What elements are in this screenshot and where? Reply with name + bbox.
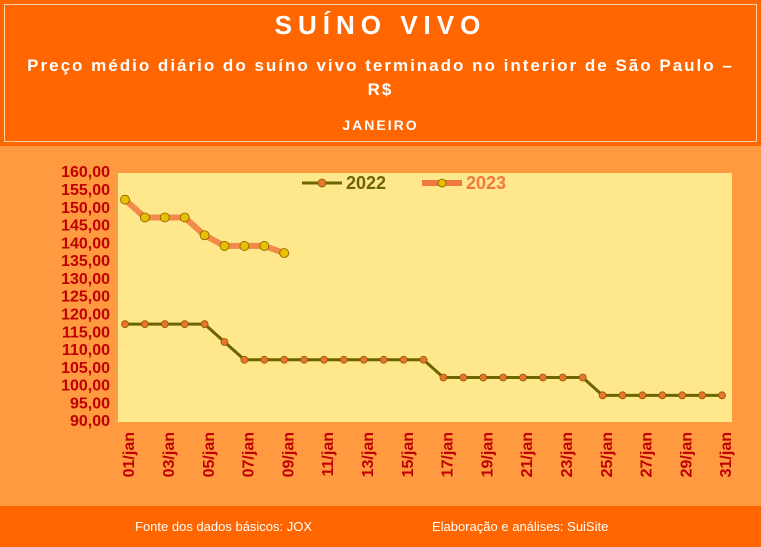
x-tick-label: 19/jan xyxy=(479,432,496,477)
y-tick-label: 120,00 xyxy=(61,307,110,324)
point xyxy=(359,355,368,364)
header-frame xyxy=(4,4,757,142)
x-tick-label: 31/jan xyxy=(718,432,735,477)
point xyxy=(279,248,290,258)
point xyxy=(240,355,249,364)
point xyxy=(539,373,547,382)
x-tick-label: 03/jan xyxy=(161,432,178,477)
chart: 90,0095,00100,00105,00110,00115,00120,00… xyxy=(61,164,735,477)
y-tick-label: 145,00 xyxy=(61,218,110,235)
point xyxy=(618,391,627,400)
y-tick-label: 135,00 xyxy=(61,253,110,270)
point xyxy=(379,355,388,364)
x-tick-label: 15/jan xyxy=(400,432,417,477)
point xyxy=(499,373,508,382)
x-tick-label: 13/jan xyxy=(360,432,377,477)
y-tick-label: 150,00 xyxy=(61,200,110,217)
plot-area xyxy=(118,173,732,422)
point xyxy=(300,355,309,364)
y-tick-label: 95,00 xyxy=(70,395,110,412)
point xyxy=(439,373,448,382)
x-tick-label: 05/jan xyxy=(201,432,218,477)
point xyxy=(320,355,328,364)
y-tick-label: 140,00 xyxy=(61,235,110,252)
point xyxy=(280,355,289,364)
x-tick-label: 29/jan xyxy=(678,432,695,477)
point xyxy=(259,241,270,251)
x-tick-label: 01/jan xyxy=(121,432,138,477)
x-tick-label: 27/jan xyxy=(639,432,656,477)
header: SUÍNO VIVO Preço médio diário do suíno v… xyxy=(0,0,761,146)
point xyxy=(419,355,428,364)
x-tick-label: 21/jan xyxy=(519,432,536,477)
point xyxy=(140,320,149,329)
y-tick-label: 160,00 xyxy=(61,164,110,181)
period: JANEIRO xyxy=(342,117,419,133)
x-tick-label: 09/jan xyxy=(280,432,297,477)
legend-label: 2022 xyxy=(346,173,386,193)
point xyxy=(339,355,348,364)
x-tick-label: 07/jan xyxy=(241,432,258,477)
point xyxy=(678,391,687,400)
y-tick-label: 90,00 xyxy=(70,413,110,430)
point xyxy=(658,391,667,400)
x-tick-label: 11/jan xyxy=(320,432,337,476)
point xyxy=(120,194,130,205)
credit: Elaboração e análises: SuiSite xyxy=(432,519,609,534)
point xyxy=(239,241,250,251)
point xyxy=(598,391,607,400)
point xyxy=(139,212,150,223)
point xyxy=(160,320,169,329)
footer: Fonte dos dados básicos: JOX Elaboração … xyxy=(0,506,761,547)
x-tick-label: 23/jan xyxy=(559,432,576,477)
point xyxy=(260,355,269,364)
legend-marker xyxy=(317,178,327,188)
y-tick-label: 125,00 xyxy=(61,289,110,306)
source: Fonte dos dados básicos: JOX xyxy=(135,519,313,534)
x-tick-label: 17/jan xyxy=(440,432,457,477)
point xyxy=(638,391,647,400)
point xyxy=(179,212,190,223)
y-tick-label: 115,00 xyxy=(62,324,110,341)
point xyxy=(180,320,189,329)
chart-subtitle: Preço médio diário do suíno vivo termina… xyxy=(27,56,734,99)
chart-title: SUÍNO VIVO xyxy=(274,10,487,40)
y-tick-label: 130,00 xyxy=(61,271,110,288)
point xyxy=(718,391,726,400)
point xyxy=(698,391,706,400)
point xyxy=(558,373,567,382)
legend-label: 2023 xyxy=(466,173,506,193)
legend-marker xyxy=(437,178,447,188)
point xyxy=(399,355,408,364)
point xyxy=(200,320,209,329)
point xyxy=(459,373,468,382)
point xyxy=(199,230,210,241)
point xyxy=(121,320,129,329)
point xyxy=(578,373,587,382)
x-tick-label: 25/jan xyxy=(599,432,616,477)
y-tick-label: 155,00 xyxy=(61,182,110,199)
point xyxy=(519,373,527,382)
y-tick-label: 110,00 xyxy=(62,342,110,359)
point xyxy=(220,338,229,346)
point xyxy=(479,373,488,382)
point xyxy=(159,212,170,223)
point xyxy=(219,241,230,251)
y-tick-label: 100,00 xyxy=(61,378,110,395)
y-tick-label: 105,00 xyxy=(61,360,110,377)
